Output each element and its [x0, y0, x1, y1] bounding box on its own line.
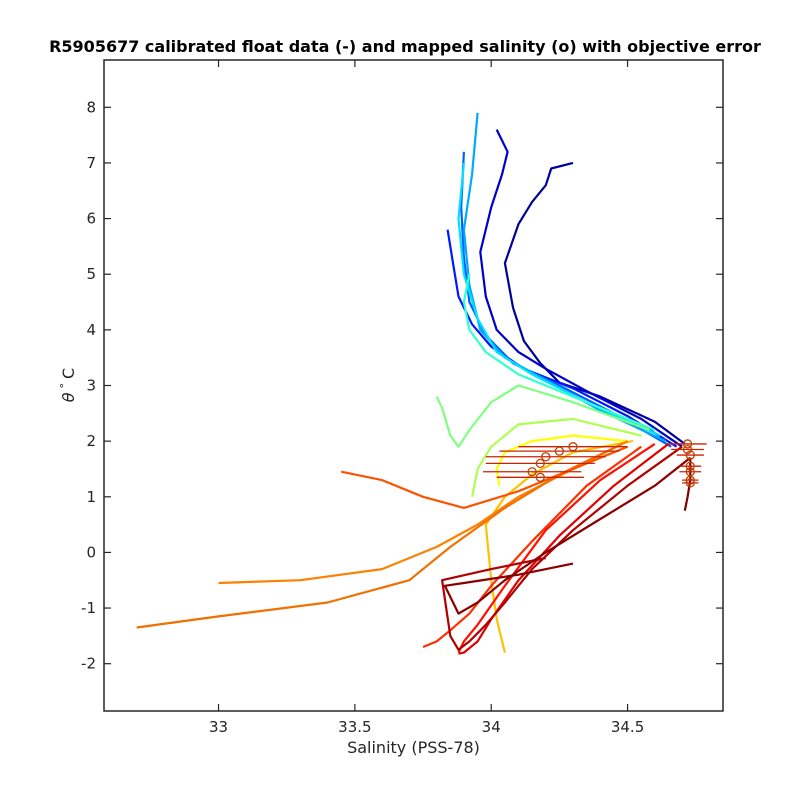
y-tick-label: 1: [86, 488, 96, 506]
y-tick-label: 6: [86, 210, 96, 228]
x-tick-label: 34.5: [611, 718, 644, 736]
profile-line-18: [443, 456, 691, 615]
x-tick-label: 33: [209, 718, 228, 736]
profile-line-6: [462, 273, 656, 432]
plot-area: [136, 112, 707, 655]
profile-line-15: [457, 442, 656, 654]
mapped-salinity-point-8: [554, 446, 565, 456]
profile-line-13: [340, 445, 629, 509]
y-tick-label: 2: [86, 432, 96, 450]
x-axis-label: Salinity (PSS-78): [347, 738, 480, 757]
mapped-salinity-point-9: [541, 452, 551, 462]
profile-line-1: [479, 129, 683, 448]
y-tick-label: -1: [81, 599, 96, 617]
y-tick-label: 3: [86, 377, 96, 395]
mapped-salinity-point-3: [685, 461, 695, 471]
y-axis-label: θ ° C: [58, 368, 78, 402]
profile-line-17: [441, 445, 683, 651]
y-tick-label: -2: [81, 655, 96, 673]
profile-line-19: [683, 457, 692, 511]
mapped-salinity-point-0: [682, 439, 693, 449]
mapped-salinity-point-12: [535, 472, 545, 482]
profile-line-5: [457, 162, 661, 437]
mapped-salinity-point-11: [527, 467, 537, 477]
profile-line-8: [471, 417, 642, 498]
y-tick-label: 5: [86, 265, 96, 283]
chart-title: R5905677 calibrated float data (-) and m…: [49, 37, 761, 56]
profile-line-16: [458, 443, 670, 655]
profile-line-2: [446, 229, 678, 448]
profile-line-12: [136, 442, 623, 629]
profile-line-0: [503, 161, 686, 445]
mapped-salinity-point-5: [685, 475, 695, 485]
profile-line-7: [435, 384, 650, 448]
y-tick-label: 0: [86, 543, 96, 561]
y-label-unit: C: [59, 368, 78, 379]
profile-line-9: [495, 434, 628, 486]
mapped-salinity-point-6: [685, 478, 695, 488]
y-tick-label: 7: [86, 154, 96, 172]
axes-box: [103, 59, 724, 712]
y-label-degree: °: [58, 383, 71, 389]
mapped-salinity-point-1: [682, 444, 693, 455]
x-tick-label: 34: [482, 718, 501, 736]
mapped-salinity-point-10: [535, 458, 545, 469]
mapped-salinity-point-2: [685, 450, 695, 460]
y-label-symbol: θ: [59, 392, 78, 402]
y-tick-label: 8: [86, 98, 96, 116]
x-tick-label: 33.5: [338, 718, 371, 736]
y-tick-label: 4: [86, 321, 96, 339]
